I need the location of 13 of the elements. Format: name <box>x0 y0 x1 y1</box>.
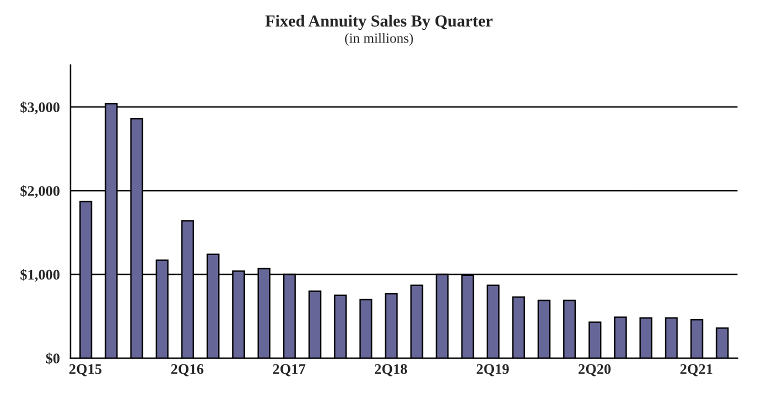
y-tick-label: $1,000 <box>20 268 60 282</box>
x-tick-label: 2Q15 <box>69 364 102 376</box>
chart-subtitle: (in millions) <box>345 33 413 46</box>
y-tick-label: $2,000 <box>20 185 60 198</box>
chart-title: Fixed Annuity Sales By Quarter <box>265 14 493 30</box>
x-tick-label: 2Q17 <box>273 364 306 376</box>
x-tick-label: 2Q18 <box>374 364 408 376</box>
x-tick-label: 2Q21 <box>680 364 712 376</box>
x-tick-label: 2Q19 <box>476 364 509 376</box>
x-tick-label: 2Q16 <box>171 364 204 376</box>
y-tick-label: $3,000 <box>20 101 60 114</box>
y-tick-label: $0 <box>46 352 60 364</box>
x-tick-label: 2Q20 <box>578 364 611 376</box>
